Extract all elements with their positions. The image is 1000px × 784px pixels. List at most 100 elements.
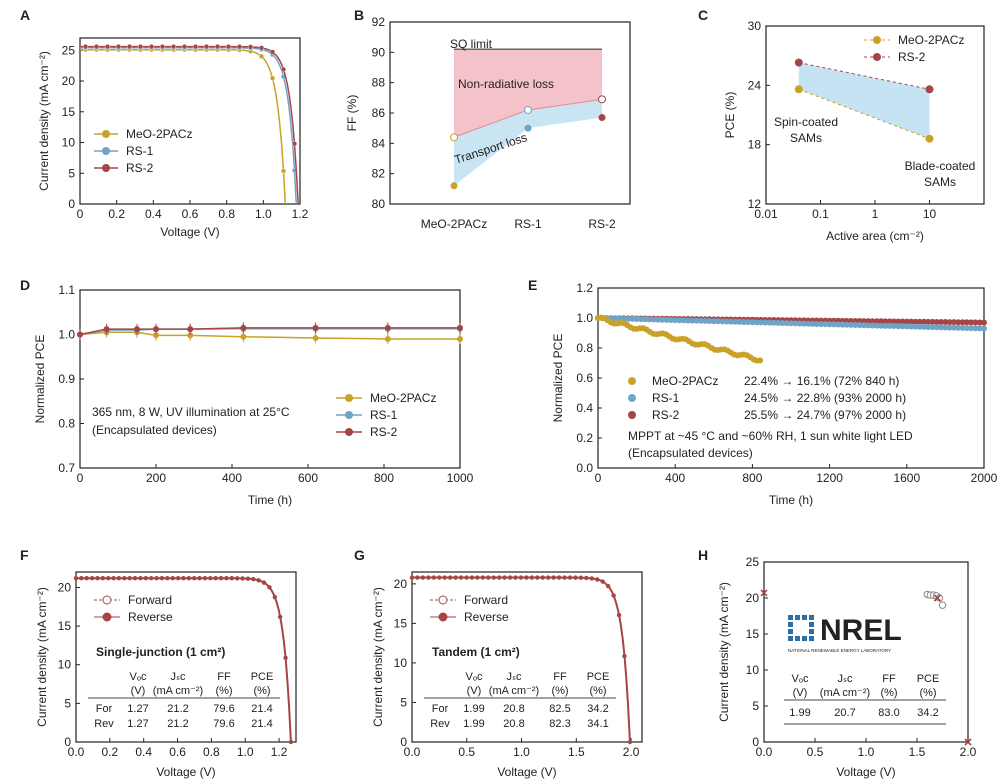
data-point [458, 575, 464, 580]
table-cell: 1.99 [463, 703, 484, 715]
logo-block [788, 636, 793, 641]
data-point [783, 320, 790, 327]
table-header: FF [882, 673, 896, 685]
table-header-unit: (V) [131, 685, 146, 697]
data-point [659, 316, 666, 323]
panel-b: 80 82 84 86 88 90 92 MeO-2PACz RS-1 RS-2 FF (%) SQ … [345, 15, 631, 231]
data-point [202, 575, 208, 581]
x-axis-label: Time (h) [769, 493, 813, 507]
data-point [165, 575, 170, 581]
category-label: RS-2 [588, 217, 616, 231]
data-point [288, 739, 294, 745]
data-point [384, 324, 391, 331]
legend-marker [873, 53, 881, 61]
table-cell: 82.5 [549, 703, 570, 715]
x-tick-label: 200 [146, 471, 166, 485]
upper-point [524, 105, 532, 114]
data-point [794, 85, 803, 94]
data-point [106, 575, 111, 581]
table-cell: 34.2 [917, 707, 938, 719]
data-point [757, 319, 764, 326]
x-axis-label: Voltage (V) [497, 765, 556, 779]
data-point [240, 333, 247, 340]
data-point [442, 575, 447, 580]
data-point [762, 319, 769, 326]
table-cell: 79.6 [213, 703, 234, 715]
upper-point [450, 133, 458, 142]
y-tick-label: 20 [394, 577, 408, 591]
legend-label: RS-2 [652, 408, 680, 422]
data-point [486, 575, 491, 580]
data-point [655, 316, 662, 323]
data-point [132, 575, 138, 581]
table-cell: 82.3 [549, 718, 570, 730]
x-tick-label: 1000 [447, 471, 474, 485]
data-point [79, 575, 84, 581]
y-tick-label: 86 [372, 106, 386, 120]
x-tick-label: 0.0 [404, 745, 421, 759]
data-point [272, 594, 278, 600]
data-point [796, 320, 803, 327]
data-point [794, 58, 803, 67]
table-cell: 1.27 [127, 718, 148, 730]
panel-c: 0.01 0.1 1 10 12 18 24 30 Active area (cm⁻²) PCE … [723, 19, 985, 243]
y-axis-label: FF (%) [345, 95, 359, 132]
y-tick-label: 1.0 [576, 311, 593, 325]
x-tick-label: 0.5 [807, 745, 824, 759]
panel-e: 0 400 800 1200 1600 2000 0.0 0.2 0.4 0.6 0.8 1.0 1.2… [551, 281, 998, 507]
data-point [148, 44, 155, 50]
data-point [886, 318, 893, 325]
data-point [749, 319, 756, 326]
table-header-unit: (V) [467, 685, 482, 697]
data-point [82, 44, 89, 50]
data-point [540, 575, 545, 580]
y-tick-label: 92 [372, 15, 386, 29]
data-point [312, 324, 319, 331]
data-point [646, 316, 653, 323]
table-header: PCE [251, 671, 274, 683]
table-cell: 21.4 [251, 703, 272, 715]
data-point [214, 44, 221, 50]
y-axis-label: Current density (mA cm⁻²) [717, 582, 731, 722]
x-tick-label: 1.0 [858, 745, 875, 759]
data-point [269, 75, 276, 81]
axis-frame [411, 571, 643, 743]
data-point [453, 575, 458, 580]
annotation-spin: Spin-coated [774, 115, 838, 129]
table-header: FF [553, 671, 567, 683]
data-point [929, 318, 936, 325]
y-tick-label: 30 [748, 19, 762, 33]
cross-marker [760, 589, 768, 597]
data-point [938, 319, 945, 325]
data-point [457, 324, 463, 331]
data-point [197, 575, 202, 581]
y-tick-label: 0.0 [576, 461, 593, 475]
sq-limit-label: SQ limit [450, 37, 493, 51]
legend-label: RS-2 [898, 50, 926, 64]
logo-block [795, 636, 800, 641]
data-point [84, 575, 89, 581]
panel-d: 0 200 400 600 800 1000 0.7 0.8 0.9 1.0 1.1 Time (h)… [33, 283, 474, 507]
table-header-unit: (%) [253, 685, 270, 697]
x-tick-label: 10 [923, 207, 937, 221]
series-line-RS-2 [80, 45, 299, 205]
table-cell: 20.8 [503, 703, 524, 715]
data-point [192, 44, 199, 50]
panel-label-D: D [20, 277, 30, 293]
data-point [524, 575, 529, 580]
logo-block [802, 615, 807, 620]
data-point [920, 318, 927, 325]
annotation-blade: Blade-coated [905, 159, 976, 173]
y-tick-label: 20 [62, 74, 76, 88]
annotation-spin-sams: SAMs [790, 131, 822, 145]
data-point [240, 324, 247, 331]
data-point [622, 653, 627, 659]
data-point [457, 335, 463, 342]
data-point [908, 318, 915, 325]
y-tick-label: 0.8 [576, 341, 593, 355]
data-point [612, 315, 619, 322]
x-tick-label: 0.4 [135, 745, 152, 759]
table-header: Vₒᴄ [466, 671, 483, 683]
data-point [469, 575, 475, 580]
y-axis-label: PCE (%) [723, 92, 737, 139]
